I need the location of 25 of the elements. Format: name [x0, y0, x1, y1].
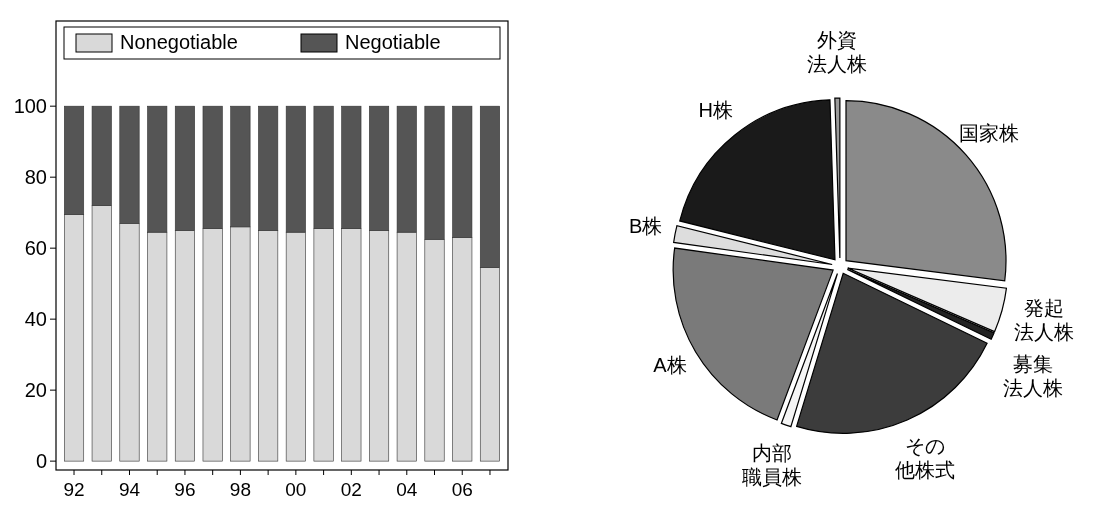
slice-label: 国家株 [958, 122, 1019, 145]
y-tick-label: 80 [24, 166, 47, 189]
slice-label: H株 [698, 99, 733, 122]
legend-label: Negotiable [345, 31, 441, 53]
y-tick-label: 20 [24, 379, 47, 402]
x-tick-label: 96 [174, 479, 196, 500]
y-tick-label: 0 [35, 450, 47, 473]
x-tick-label: 92 [63, 479, 85, 500]
y-tick-label: 40 [24, 308, 47, 331]
slice-label: 外資法人株 [806, 29, 867, 76]
slice-label: 発起法人株 [1014, 297, 1075, 344]
x-tick-label: 94 [118, 479, 141, 500]
x-tick-label: 00 [285, 479, 307, 500]
x-tick-label: 06 [451, 479, 473, 500]
x-tick-label: 98 [229, 479, 251, 500]
slice-label: 内部職員株 [741, 442, 802, 489]
slice-label: その他株式 [894, 435, 955, 482]
slice-label: A株 [653, 354, 687, 377]
legend-label: Nonegotiable [120, 31, 238, 53]
slice-label: B株 [628, 215, 663, 238]
slice-label: 募集法人株 [1002, 353, 1063, 400]
y-tick-label: 60 [24, 237, 47, 260]
y-tick-label: 100 [13, 95, 47, 118]
x-tick-label: 02 [340, 479, 362, 500]
x-tick-label: 04 [396, 479, 418, 500]
